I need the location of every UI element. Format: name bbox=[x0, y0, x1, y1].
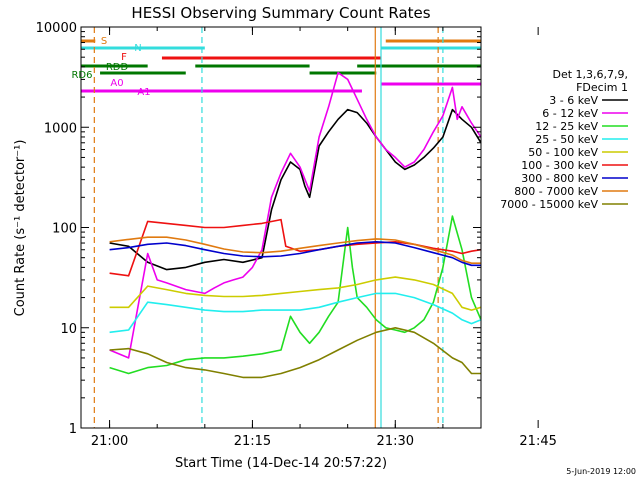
y-tick-label: 1000 bbox=[44, 121, 77, 136]
legend-label: 7000 - 15000 keV bbox=[500, 198, 598, 211]
legend-label: 6 - 12 keV bbox=[542, 107, 598, 120]
date-stamp: 5-Jun-2019 12:00 bbox=[566, 467, 636, 476]
y-tick-label: 10 bbox=[60, 322, 77, 337]
flag-label-rdd: RDD bbox=[106, 62, 129, 73]
y-axis-label: Count Rate (s⁻¹ detector⁻¹) bbox=[13, 140, 28, 317]
flag-label-n: N bbox=[134, 43, 141, 54]
y-tick-label: 100 bbox=[52, 222, 77, 237]
series-line-25-50-kev bbox=[109, 292, 481, 334]
y-tick-label: 1 bbox=[69, 422, 77, 437]
legend-header: Det 1,3,6,7,9, bbox=[552, 68, 628, 81]
y-tick-label: 10000 bbox=[36, 21, 77, 36]
y-axis: 1 10 100 1000 10000 bbox=[36, 21, 481, 437]
flag-label-f: F bbox=[121, 52, 127, 63]
flag-label-s: S bbox=[101, 36, 107, 47]
series-line-50-100-kev bbox=[109, 276, 481, 311]
legend-label: 25 - 50 keV bbox=[535, 133, 598, 146]
x-tick-label: 21:45 bbox=[519, 434, 556, 449]
legend-label: 100 - 300 keV bbox=[521, 159, 598, 172]
series-line-100-300-kev bbox=[109, 218, 481, 277]
series-line-12-25-kev bbox=[109, 215, 481, 375]
legend-label: 12 - 25 keV bbox=[535, 120, 598, 133]
series-line-300-800-kev bbox=[109, 241, 481, 267]
series-lines bbox=[109, 71, 481, 379]
legend-header: FDecim 1 bbox=[576, 81, 628, 94]
legend-label: 300 - 800 keV bbox=[521, 172, 598, 185]
legend-label: 50 - 100 keV bbox=[528, 146, 598, 159]
legend-label: 800 - 7000 keV bbox=[514, 185, 598, 198]
series-line-7000-15000-kev bbox=[109, 327, 481, 379]
legend-label: 3 - 6 keV bbox=[549, 94, 598, 107]
x-tick-label: 21:30 bbox=[377, 434, 414, 449]
x-tick-label: 21:15 bbox=[234, 434, 271, 449]
flag-bars bbox=[81, 39, 481, 93]
flag-label-a0: A0 bbox=[110, 78, 123, 89]
x-axis-label: Start Time (14-Dec-14 20:57:22) bbox=[175, 456, 387, 471]
chart-title: HESSI Observing Summary Count Rates bbox=[131, 4, 430, 22]
series-line-3-6-kev bbox=[109, 108, 481, 271]
x-tick-label: 21:00 bbox=[91, 434, 128, 449]
flag-label-rd6: RD6 bbox=[71, 70, 92, 81]
series-line-6-12-kev bbox=[109, 71, 481, 359]
series-line-800-7000-kev bbox=[109, 236, 481, 264]
flag-label-a1: A1 bbox=[137, 87, 150, 98]
